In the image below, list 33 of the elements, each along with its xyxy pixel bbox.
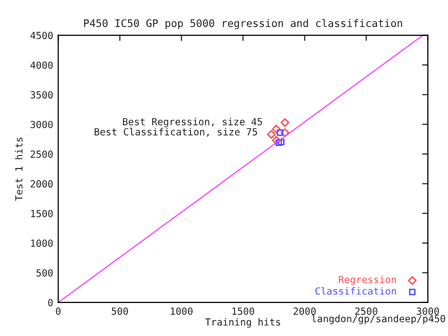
- x-tick-label: 1500: [232, 307, 254, 315]
- x-tick-label: 0: [56, 307, 61, 315]
- y-tick-label: 3000: [30, 120, 53, 128]
- y-tick-label: 0: [48, 298, 53, 306]
- point: [278, 138, 285, 146]
- y-tick-label: 4000: [30, 61, 53, 69]
- y-tick-label: 500: [36, 269, 53, 277]
- x-tick-label: 2000: [294, 307, 316, 315]
- point: [267, 130, 276, 139]
- point: [276, 129, 284, 136]
- x-tick-label: 3000: [416, 307, 439, 315]
- y-tick-label: 1000: [31, 240, 53, 247]
- y-tick-label: 4500: [30, 32, 53, 40]
- annotation: Best Regression, size 45: [123, 118, 262, 128]
- y-tick-label: 2000: [30, 180, 53, 188]
- annotation: Best Classification, size 75: [94, 128, 258, 137]
- point: [280, 128, 290, 137]
- point: [275, 139, 282, 146]
- y-axis-title: Test 1 hits: [15, 138, 23, 201]
- x-tick-label: 500: [112, 307, 128, 315]
- chart-title: P450 IC50 GP pop 5000 regression and classification: [84, 18, 402, 30]
- y-tick-label: 1500: [31, 210, 53, 218]
- legend-label: Classification: [315, 287, 396, 295]
- x-tick-label: 2500: [355, 307, 378, 315]
- y-tick-label: 2500: [30, 150, 53, 158]
- legend-label: Regression: [338, 276, 396, 286]
- y-tick-label: 3500: [30, 91, 53, 98]
- x-tick-label: 1000: [170, 307, 193, 315]
- point: [280, 118, 290, 127]
- point: [272, 136, 281, 145]
- text: langdon/gp/sandeep/p450: [312, 314, 446, 324]
- point: [272, 124, 281, 134]
- x-axis-title: Training hits: [205, 318, 280, 328]
